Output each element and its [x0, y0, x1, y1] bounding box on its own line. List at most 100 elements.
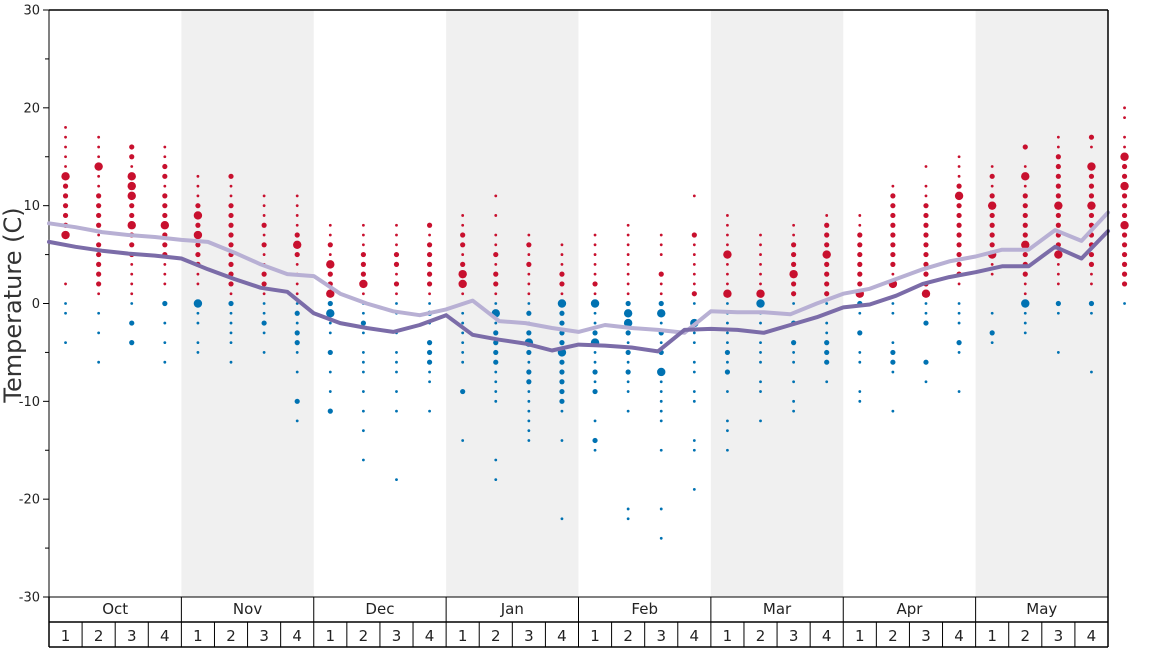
warm-dot-medium	[228, 261, 234, 267]
warm-dot-medium	[890, 261, 896, 267]
warm-dot-small	[295, 292, 299, 296]
warm-dot-small	[659, 233, 663, 237]
warm-dot-medium	[62, 212, 69, 219]
cold-dot-small	[328, 321, 332, 325]
x-axis: Oct Nov Dec Jan Feb Mar Apr May 1 2 3 4 1 2 3 4 1 2 3 4 1 2 3 4…	[48, 596, 1109, 648]
warm-dot-small	[395, 223, 398, 227]
warm-dot-medium	[195, 251, 201, 258]
cold-dot-small	[692, 331, 696, 335]
warm-dot-small	[262, 214, 266, 217]
y-tick-label: 30	[23, 4, 40, 19]
warm-dot-medium	[96, 222, 102, 228]
cold-dot-small	[891, 409, 895, 413]
cold-dot-small	[825, 380, 829, 384]
cold-dot-small	[659, 341, 663, 345]
warm-dot-medium	[857, 261, 863, 267]
warm-dot-small	[494, 262, 498, 266]
warm-dot-small	[626, 282, 630, 286]
warm-dot-small	[560, 292, 564, 296]
warm-dot-small	[1090, 282, 1093, 286]
cold-dot-medium	[625, 369, 631, 375]
warm-dot-medium	[228, 203, 234, 209]
week-label: 2	[756, 627, 766, 645]
warm-dot-small	[64, 126, 67, 129]
warm-dot-medium	[791, 242, 797, 248]
warm-dot-large	[822, 250, 831, 259]
warm-dot-small	[692, 243, 696, 247]
warm-dot-medium	[791, 261, 797, 267]
cold-dot-small	[759, 419, 762, 423]
cold-dot-small	[957, 311, 961, 315]
cold-dot-large	[756, 299, 765, 308]
warm-dot-small	[1023, 165, 1027, 168]
warm-dot-small	[395, 233, 398, 237]
warm-dot-small	[626, 292, 630, 296]
warm-dot-medium	[426, 251, 433, 258]
cold-dot-small	[759, 321, 762, 325]
warm-dot-small	[858, 214, 862, 217]
warm-dot-small	[1056, 262, 1060, 266]
warm-dot-medium	[1022, 144, 1028, 150]
warm-dot-small	[97, 145, 101, 149]
month-label: Oct	[102, 600, 128, 618]
cold-dot-small	[659, 419, 663, 423]
cold-dot-small	[858, 399, 862, 403]
cold-dot-small	[163, 341, 167, 345]
cold-dot-small	[957, 351, 961, 354]
warm-dot-medium	[890, 222, 896, 228]
warm-dot-medium	[658, 271, 664, 277]
warm-dot-large	[458, 279, 467, 289]
warm-dot-large	[193, 230, 203, 240]
cold-dot-large	[657, 367, 666, 377]
warm-dot-small	[593, 253, 597, 256]
cold-dot-small	[196, 321, 200, 325]
warm-dot-medium	[493, 271, 499, 277]
warm-dot-medium	[989, 173, 995, 179]
month-band	[181, 10, 314, 597]
warm-dot-medium	[1121, 271, 1128, 277]
warm-dot-medium	[360, 271, 366, 277]
cold-dot-small	[395, 409, 398, 413]
cold-dot-small	[759, 390, 762, 393]
cold-dot-small	[461, 311, 465, 315]
cold-dot-medium	[857, 330, 863, 336]
week-label: 3	[127, 627, 137, 645]
warm-dot-large	[1021, 240, 1030, 249]
month-label: May	[1026, 600, 1057, 618]
cold-dot-medium	[824, 349, 830, 356]
cold-dot-small	[229, 341, 233, 345]
cold-dot-medium	[592, 437, 598, 444]
warm-dot-small	[1123, 135, 1126, 139]
warm-dot-small	[461, 223, 465, 227]
cold-dot-small	[792, 360, 796, 364]
cold-dot-small	[659, 390, 663, 393]
warm-dot-small	[461, 292, 465, 296]
cold-dot-small	[692, 341, 696, 345]
warm-dot-medium	[360, 261, 366, 267]
warm-dot-medium	[824, 242, 830, 248]
cold-dot-small	[924, 302, 928, 305]
warm-dot-small	[759, 243, 762, 247]
warm-dot-small	[957, 155, 961, 159]
warm-dot-medium	[327, 242, 333, 248]
cold-dot-medium	[327, 408, 333, 414]
cold-dot-medium	[923, 320, 929, 326]
warm-dot-small	[792, 223, 796, 227]
week-label: 3	[392, 627, 402, 645]
cold-dot-small	[328, 390, 332, 393]
warm-dot-small	[957, 165, 961, 168]
warm-dot-medium	[195, 203, 201, 209]
cold-dot-medium	[559, 320, 565, 326]
warm-dot-small	[361, 223, 365, 227]
warm-dot-medium	[1121, 173, 1128, 179]
warm-dot-medium	[526, 242, 532, 248]
warm-dot-medium	[460, 261, 466, 267]
y-tick-label: -10	[19, 395, 40, 410]
cold-dot-small	[229, 311, 233, 315]
warm-dot-small	[593, 233, 597, 237]
cold-dot-small	[295, 419, 299, 423]
warm-dot-small	[659, 282, 663, 286]
cold-dot-small	[692, 448, 696, 452]
cold-dot-small	[196, 341, 200, 345]
warm-dot-small	[659, 253, 663, 256]
